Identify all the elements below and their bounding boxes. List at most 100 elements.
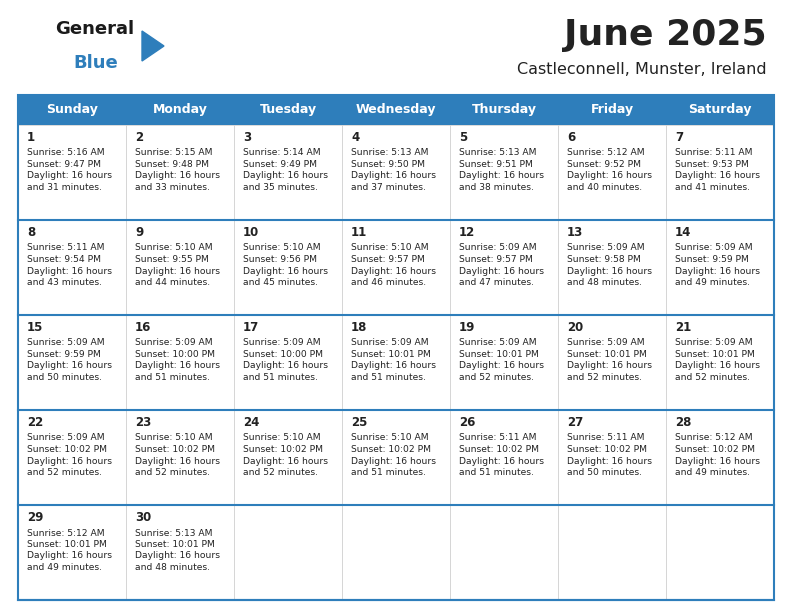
FancyBboxPatch shape — [342, 315, 450, 410]
Text: Sunrise: 5:10 AM: Sunrise: 5:10 AM — [243, 433, 321, 442]
Text: 25: 25 — [351, 416, 367, 429]
FancyBboxPatch shape — [234, 410, 342, 505]
Text: Sunset: 9:50 PM: Sunset: 9:50 PM — [351, 160, 425, 169]
Text: Daylight: 16 hours: Daylight: 16 hours — [459, 362, 544, 370]
Text: Sunrise: 5:11 AM: Sunrise: 5:11 AM — [567, 433, 645, 442]
Text: Sunset: 9:55 PM: Sunset: 9:55 PM — [135, 255, 209, 264]
FancyBboxPatch shape — [450, 410, 558, 505]
FancyBboxPatch shape — [18, 505, 126, 600]
Text: and 49 minutes.: and 49 minutes. — [27, 563, 102, 572]
Text: Sunrise: 5:09 AM: Sunrise: 5:09 AM — [567, 338, 645, 348]
Text: Sunset: 10:01 PM: Sunset: 10:01 PM — [675, 350, 755, 359]
FancyBboxPatch shape — [666, 505, 774, 600]
Text: Sunset: 10:02 PM: Sunset: 10:02 PM — [351, 445, 431, 454]
Text: Sunset: 9:59 PM: Sunset: 9:59 PM — [27, 350, 101, 359]
Text: Daylight: 16 hours: Daylight: 16 hours — [135, 171, 220, 181]
Text: Friday: Friday — [591, 103, 634, 116]
Text: Sunrise: 5:10 AM: Sunrise: 5:10 AM — [135, 433, 212, 442]
Text: Sunrise: 5:13 AM: Sunrise: 5:13 AM — [459, 149, 536, 157]
Text: and 31 minutes.: and 31 minutes. — [27, 183, 102, 192]
Text: Sunset: 9:58 PM: Sunset: 9:58 PM — [567, 255, 641, 264]
Text: Daylight: 16 hours: Daylight: 16 hours — [27, 551, 112, 561]
Text: Sunrise: 5:09 AM: Sunrise: 5:09 AM — [135, 338, 212, 348]
Text: Sunrise: 5:12 AM: Sunrise: 5:12 AM — [675, 433, 752, 442]
Text: Blue: Blue — [73, 54, 118, 72]
Text: Daylight: 16 hours: Daylight: 16 hours — [567, 266, 652, 275]
Text: Sunrise: 5:16 AM: Sunrise: 5:16 AM — [27, 149, 105, 157]
Text: 18: 18 — [351, 321, 367, 334]
Text: Sunset: 10:02 PM: Sunset: 10:02 PM — [459, 445, 539, 454]
FancyBboxPatch shape — [450, 315, 558, 410]
FancyBboxPatch shape — [666, 95, 774, 125]
Text: Sunrise: 5:09 AM: Sunrise: 5:09 AM — [567, 244, 645, 253]
FancyBboxPatch shape — [126, 95, 234, 125]
Text: Daylight: 16 hours: Daylight: 16 hours — [675, 266, 760, 275]
Text: Daylight: 16 hours: Daylight: 16 hours — [459, 457, 544, 466]
Text: and 35 minutes.: and 35 minutes. — [243, 183, 318, 192]
Text: Daylight: 16 hours: Daylight: 16 hours — [351, 266, 436, 275]
FancyBboxPatch shape — [558, 315, 666, 410]
Text: Wednesday: Wednesday — [356, 103, 436, 116]
Text: Daylight: 16 hours: Daylight: 16 hours — [351, 171, 436, 181]
Text: 14: 14 — [675, 226, 691, 239]
Text: 28: 28 — [675, 416, 691, 429]
FancyBboxPatch shape — [666, 315, 774, 410]
Text: Sunset: 9:54 PM: Sunset: 9:54 PM — [27, 255, 101, 264]
Text: and 49 minutes.: and 49 minutes. — [675, 278, 750, 287]
Text: Sunset: 10:00 PM: Sunset: 10:00 PM — [135, 350, 215, 359]
FancyBboxPatch shape — [18, 220, 126, 315]
Text: and 49 minutes.: and 49 minutes. — [675, 468, 750, 477]
Text: 6: 6 — [567, 131, 575, 144]
Text: Sunrise: 5:09 AM: Sunrise: 5:09 AM — [243, 338, 321, 348]
Text: 29: 29 — [27, 511, 44, 524]
Text: Sunset: 9:53 PM: Sunset: 9:53 PM — [675, 160, 749, 169]
Text: Sunset: 9:52 PM: Sunset: 9:52 PM — [567, 160, 641, 169]
Text: and 52 minutes.: and 52 minutes. — [135, 468, 210, 477]
Text: 16: 16 — [135, 321, 151, 334]
Text: and 51 minutes.: and 51 minutes. — [351, 468, 426, 477]
Text: Daylight: 16 hours: Daylight: 16 hours — [675, 171, 760, 181]
Text: Sunset: 9:48 PM: Sunset: 9:48 PM — [135, 160, 209, 169]
Text: Sunset: 9:47 PM: Sunset: 9:47 PM — [27, 160, 101, 169]
FancyBboxPatch shape — [234, 95, 342, 125]
FancyBboxPatch shape — [450, 95, 558, 125]
Text: and 51 minutes.: and 51 minutes. — [243, 373, 318, 382]
FancyBboxPatch shape — [558, 95, 666, 125]
FancyBboxPatch shape — [342, 505, 450, 600]
Text: Sunrise: 5:14 AM: Sunrise: 5:14 AM — [243, 149, 321, 157]
Text: 7: 7 — [675, 131, 683, 144]
FancyBboxPatch shape — [558, 125, 666, 220]
FancyBboxPatch shape — [18, 95, 126, 125]
FancyBboxPatch shape — [558, 505, 666, 600]
Text: Daylight: 16 hours: Daylight: 16 hours — [459, 266, 544, 275]
Text: 21: 21 — [675, 321, 691, 334]
Text: Daylight: 16 hours: Daylight: 16 hours — [135, 457, 220, 466]
Text: and 47 minutes.: and 47 minutes. — [459, 278, 534, 287]
FancyBboxPatch shape — [18, 125, 126, 220]
Text: Sunset: 10:01 PM: Sunset: 10:01 PM — [351, 350, 431, 359]
FancyBboxPatch shape — [450, 505, 558, 600]
FancyBboxPatch shape — [234, 315, 342, 410]
Text: Daylight: 16 hours: Daylight: 16 hours — [675, 457, 760, 466]
Text: 5: 5 — [459, 131, 467, 144]
Text: Tuesday: Tuesday — [260, 103, 317, 116]
Text: Sunrise: 5:11 AM: Sunrise: 5:11 AM — [27, 244, 105, 253]
Text: Sunset: 9:56 PM: Sunset: 9:56 PM — [243, 255, 317, 264]
Text: Sunset: 9:57 PM: Sunset: 9:57 PM — [459, 255, 533, 264]
Text: Daylight: 16 hours: Daylight: 16 hours — [567, 457, 652, 466]
Text: and 52 minutes.: and 52 minutes. — [675, 373, 750, 382]
Text: General: General — [55, 20, 134, 38]
Text: 15: 15 — [27, 321, 44, 334]
Text: Sunset: 9:49 PM: Sunset: 9:49 PM — [243, 160, 317, 169]
Text: Sunrise: 5:10 AM: Sunrise: 5:10 AM — [351, 433, 428, 442]
Text: Daylight: 16 hours: Daylight: 16 hours — [27, 457, 112, 466]
Text: and 52 minutes.: and 52 minutes. — [567, 373, 642, 382]
Text: 26: 26 — [459, 416, 475, 429]
Text: Sunrise: 5:12 AM: Sunrise: 5:12 AM — [27, 529, 105, 537]
Text: Sunset: 10:02 PM: Sunset: 10:02 PM — [567, 445, 647, 454]
Text: Sunset: 10:02 PM: Sunset: 10:02 PM — [135, 445, 215, 454]
FancyBboxPatch shape — [126, 125, 234, 220]
Text: Sunset: 9:57 PM: Sunset: 9:57 PM — [351, 255, 425, 264]
Text: Daylight: 16 hours: Daylight: 16 hours — [27, 362, 112, 370]
Text: Sunset: 9:59 PM: Sunset: 9:59 PM — [675, 255, 749, 264]
